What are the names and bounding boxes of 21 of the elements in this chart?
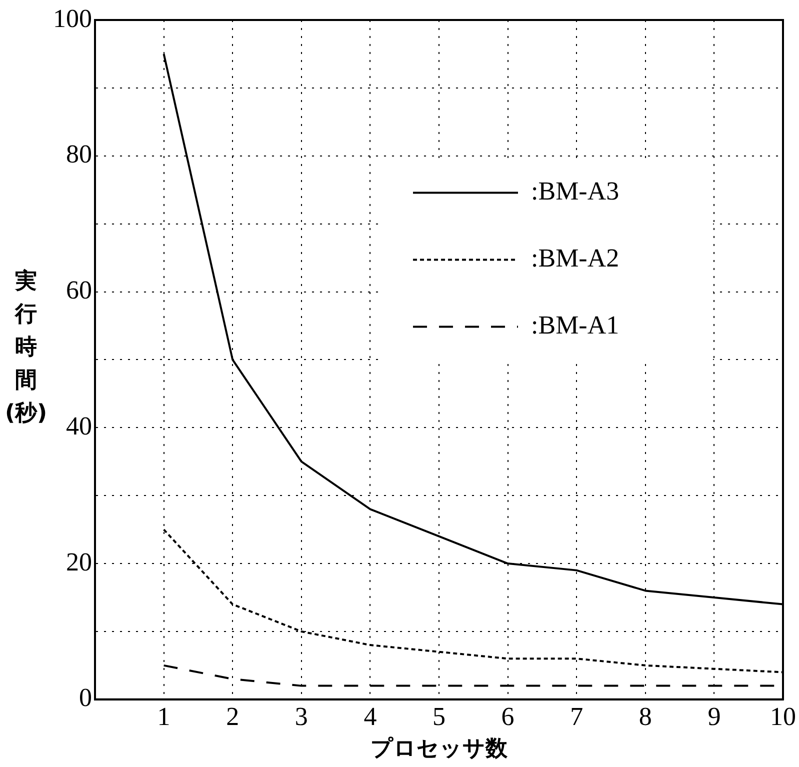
- x-tick-label: 10: [770, 702, 796, 731]
- y-tick-label: 40: [66, 411, 92, 440]
- x-tick-label: 9: [708, 702, 721, 731]
- y-tick-label: 20: [66, 547, 92, 576]
- y-tick-label: 80: [66, 140, 92, 169]
- legend-label: :BM-A2: [531, 244, 620, 273]
- y-tick-label: 0: [79, 683, 92, 712]
- y-tick-label: 60: [66, 276, 92, 305]
- x-axis-title: プロセッサ数: [370, 736, 508, 762]
- x-tick-label: 6: [501, 702, 514, 731]
- x-tick-label: 7: [570, 702, 584, 731]
- y-axis-title: 実行時間(秒): [4, 268, 48, 428]
- x-tick-label: 2: [226, 702, 240, 731]
- x-tick-label: 1: [157, 702, 170, 731]
- legend-label: :BM-A3: [531, 176, 620, 206]
- x-tick-label: 5: [432, 702, 446, 731]
- x-tick-label: 4: [364, 702, 377, 731]
- x-tick-label: 3: [294, 702, 308, 731]
- x-tick-label: 8: [638, 702, 652, 731]
- y-tick-label: 100: [53, 4, 92, 33]
- legend-label: :BM-A1: [531, 310, 620, 340]
